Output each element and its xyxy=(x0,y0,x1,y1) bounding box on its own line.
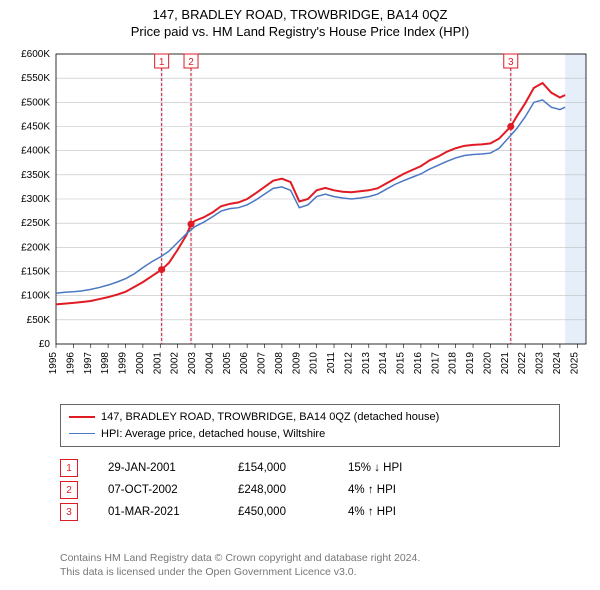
svg-text:1998: 1998 xyxy=(100,352,111,375)
svg-text:2008: 2008 xyxy=(274,352,285,375)
svg-text:1999: 1999 xyxy=(118,352,129,375)
legend-label: 147, BRADLEY ROAD, TROWBRIDGE, BA14 0QZ … xyxy=(101,409,439,426)
svg-text:2016: 2016 xyxy=(413,352,424,375)
svg-text:2004: 2004 xyxy=(204,352,215,375)
svg-text:2: 2 xyxy=(188,57,194,68)
legend-row: 147, BRADLEY ROAD, TROWBRIDGE, BA14 0QZ … xyxy=(69,409,551,426)
event-diff: 4% ↑ HPI xyxy=(348,484,448,496)
svg-text:2002: 2002 xyxy=(170,352,181,375)
footer-line-2: This data is licensed under the Open Gov… xyxy=(60,565,420,580)
legend-swatch xyxy=(69,416,95,418)
event-price: £154,000 xyxy=(238,462,318,474)
svg-text:2015: 2015 xyxy=(396,352,407,375)
svg-text:2000: 2000 xyxy=(135,352,146,375)
chart-title-2: Price paid vs. HM Land Registry's House … xyxy=(0,24,600,43)
svg-text:2017: 2017 xyxy=(430,352,441,375)
svg-text:2021: 2021 xyxy=(500,352,511,375)
svg-text:1: 1 xyxy=(159,57,165,68)
svg-text:2018: 2018 xyxy=(448,352,459,375)
svg-text:£350K: £350K xyxy=(21,170,50,181)
svg-text:£200K: £200K xyxy=(21,242,50,253)
event-diff: 4% ↑ HPI xyxy=(348,506,448,518)
event-number-badge: 3 xyxy=(60,503,78,521)
event-number-badge: 1 xyxy=(60,459,78,477)
event-row: 2 07-OCT-2002 £248,000 4% ↑ HPI xyxy=(60,479,560,501)
attribution-footer: Contains HM Land Registry data © Crown c… xyxy=(60,551,420,580)
svg-text:3: 3 xyxy=(508,57,514,68)
svg-text:£100K: £100K xyxy=(21,291,50,302)
figure-container: 147, BRADLEY ROAD, TROWBRIDGE, BA14 0QZ … xyxy=(0,0,600,590)
svg-text:2007: 2007 xyxy=(257,352,268,375)
legend-swatch xyxy=(69,433,95,434)
svg-text:£50K: £50K xyxy=(27,315,51,326)
svg-text:2011: 2011 xyxy=(326,352,337,374)
svg-text:£550K: £550K xyxy=(21,73,50,84)
event-row: 1 29-JAN-2001 £154,000 15% ↓ HPI xyxy=(60,457,560,479)
svg-text:2025: 2025 xyxy=(569,352,580,375)
chart-title-1: 147, BRADLEY ROAD, TROWBRIDGE, BA14 0QZ xyxy=(0,0,600,24)
legend-label: HPI: Average price, detached house, Wilt… xyxy=(101,426,325,443)
event-date: 01-MAR-2021 xyxy=(108,506,208,518)
svg-text:£250K: £250K xyxy=(21,218,50,229)
svg-text:1997: 1997 xyxy=(83,352,94,375)
svg-text:2024: 2024 xyxy=(552,352,563,375)
svg-text:2010: 2010 xyxy=(309,352,320,375)
svg-text:2005: 2005 xyxy=(222,352,233,375)
svg-text:£600K: £600K xyxy=(21,49,50,60)
event-row: 3 01-MAR-2021 £450,000 4% ↑ HPI xyxy=(60,501,560,523)
price-chart-svg: £0 £50K £100K £150K £200K £250K £300K £350K £400… xyxy=(0,46,600,396)
svg-text:2014: 2014 xyxy=(378,352,389,375)
svg-text:2020: 2020 xyxy=(482,352,493,375)
event-price: £450,000 xyxy=(238,506,318,518)
chart-area: £0 £50K £100K £150K £200K £250K £300K £350K £400… xyxy=(0,46,600,396)
svg-text:2006: 2006 xyxy=(239,352,250,375)
svg-text:2019: 2019 xyxy=(465,352,476,375)
legend-and-events: 147, BRADLEY ROAD, TROWBRIDGE, BA14 0QZ … xyxy=(60,404,560,523)
event-date: 07-OCT-2002 xyxy=(108,484,208,496)
svg-text:1996: 1996 xyxy=(65,352,76,375)
event-number-badge: 2 xyxy=(60,481,78,499)
svg-text:£400K: £400K xyxy=(21,146,50,157)
events-table: 1 29-JAN-2001 £154,000 15% ↓ HPI 2 07-OCT-200… xyxy=(60,457,560,523)
svg-text:£450K: £450K xyxy=(21,122,50,133)
legend-box: 147, BRADLEY ROAD, TROWBRIDGE, BA14 0QZ … xyxy=(60,404,560,447)
footer-line-1: Contains HM Land Registry data © Crown c… xyxy=(60,551,420,566)
svg-text:1995: 1995 xyxy=(48,352,59,375)
svg-text:£300K: £300K xyxy=(21,194,50,205)
svg-text:£150K: £150K xyxy=(21,267,50,278)
svg-text:2003: 2003 xyxy=(187,352,198,375)
svg-text:£500K: £500K xyxy=(21,97,50,108)
event-price: £248,000 xyxy=(238,484,318,496)
svg-text:2013: 2013 xyxy=(361,352,372,375)
legend-row: HPI: Average price, detached house, Wilt… xyxy=(69,426,551,443)
svg-text:2023: 2023 xyxy=(535,352,546,375)
svg-text:2001: 2001 xyxy=(152,352,163,375)
svg-text:2022: 2022 xyxy=(517,352,528,375)
event-date: 29-JAN-2001 xyxy=(108,462,208,474)
svg-text:2012: 2012 xyxy=(343,352,354,375)
svg-text:2009: 2009 xyxy=(291,352,302,375)
event-diff: 15% ↓ HPI xyxy=(348,462,448,474)
svg-text:£0: £0 xyxy=(39,339,51,350)
